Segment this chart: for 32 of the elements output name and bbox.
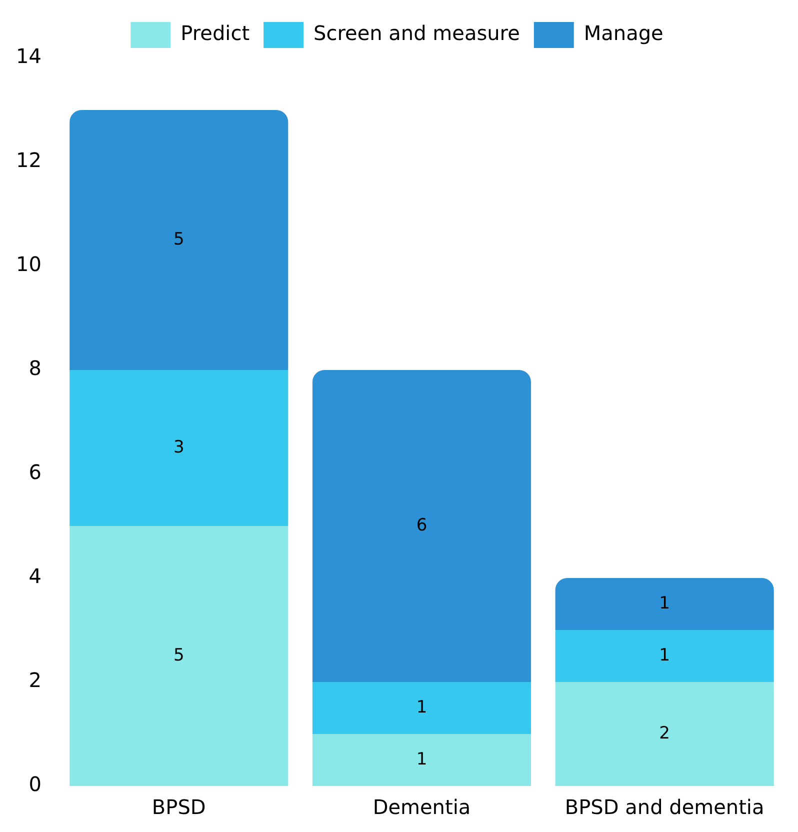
bar (312, 370, 532, 682)
x-tick-label: BPSD and dementia (564, 795, 764, 820)
data-label: 1 (659, 645, 670, 666)
y-tick-label: 12 (16, 148, 42, 172)
bar (70, 110, 288, 370)
bar (312, 682, 532, 734)
data-label: 6 (416, 515, 428, 536)
y-tick-label: 8 (28, 356, 42, 380)
y-tick-label: 10 (16, 252, 42, 276)
data-label: 2 (659, 723, 670, 744)
legend-label: Predict (180, 21, 250, 46)
y-tick-label: 14 (16, 44, 42, 68)
x-tick-label: BPSD (152, 795, 206, 820)
y-tick-label: 0 (28, 772, 42, 796)
data-label: 1 (416, 749, 428, 770)
data-label: 1 (659, 593, 670, 614)
legend-label: Manage (584, 21, 664, 46)
y-tick-label: 2 (28, 668, 42, 692)
bar (70, 370, 288, 526)
data-label: 5 (173, 229, 184, 250)
bar (312, 734, 532, 786)
bar (70, 526, 288, 786)
data-label: 1 (416, 697, 428, 718)
data-label: 5 (173, 645, 184, 666)
y-tick-label: 4 (28, 564, 42, 588)
x-tick-label: Dementia (372, 795, 471, 820)
bar (555, 578, 774, 630)
data-label: 3 (173, 437, 184, 458)
bar (555, 630, 774, 682)
y-tick-label: 6 (28, 460, 42, 484)
bar (555, 682, 774, 786)
legend-label: Screen and measure (314, 21, 520, 46)
